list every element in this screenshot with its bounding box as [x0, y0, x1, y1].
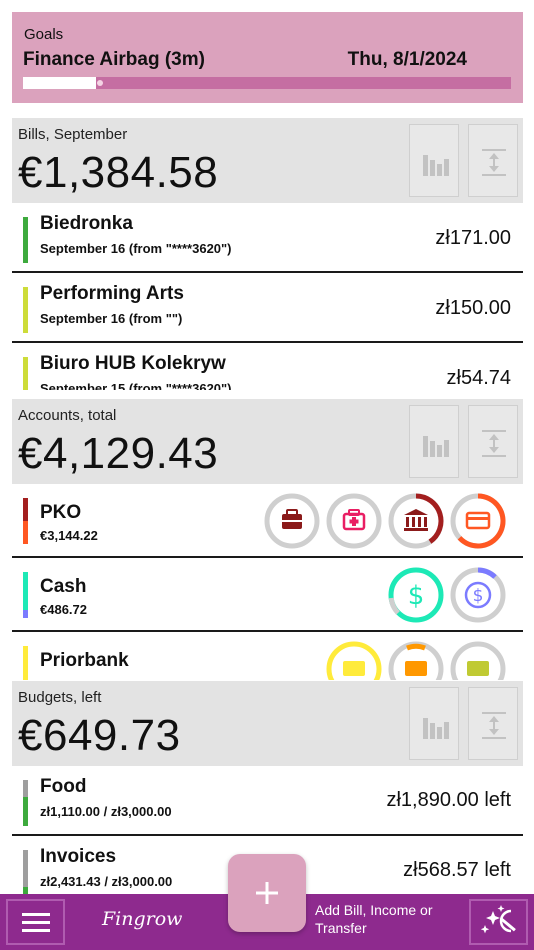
- add-hint-text: Add Bill, Income or Transfer: [315, 902, 433, 936]
- account-color-marker-bottom: [23, 521, 28, 544]
- briefcase-icon: [264, 493, 320, 549]
- credit-card-icon: [450, 493, 506, 549]
- budget-name: Food: [40, 776, 87, 797]
- goal-date: Thu, 8/1/2024: [347, 49, 467, 70]
- bar-chart-icon: [423, 436, 449, 457]
- goal-progress-bar: [23, 77, 511, 89]
- budget-name: Invoices: [40, 846, 117, 867]
- bills-chart-button[interactable]: [409, 124, 459, 197]
- bill-amount: zł171.00: [435, 227, 511, 249]
- account-balance: €486.72: [40, 602, 87, 617]
- priorbank-card-olive[interactable]: [450, 641, 506, 680]
- goal-name: Finance Airbag (3m): [23, 49, 205, 70]
- account-name: PKO: [40, 502, 82, 523]
- expand-collapse-icon: [482, 430, 506, 457]
- budgets-header[interactable]: Budgets, left €649.73: [12, 681, 523, 766]
- account-color-marker-bottom: [23, 610, 28, 618]
- hamburger-menu-icon: [21, 920, 50, 924]
- pko-briefcase-card[interactable]: [264, 493, 320, 549]
- goal-progress-knob: [97, 80, 103, 86]
- dollar-icon: $: [388, 567, 444, 623]
- account-row[interactable]: Priorbank: [12, 632, 523, 680]
- bill-name: Biedronka: [40, 213, 133, 234]
- budget-row[interactable]: Food zł1,110.00 / zł3,000.00 zł1,890.00 …: [12, 766, 523, 836]
- hamburger-menu-icon: [21, 912, 50, 916]
- magic-wand-button[interactable]: [469, 899, 528, 945]
- credit-card-icon: [388, 641, 444, 680]
- goals-label: Goals: [24, 26, 64, 43]
- magic-wand-icon: [480, 905, 516, 934]
- bar-chart-icon: [423, 155, 449, 176]
- pko-credit-card[interactable]: [450, 493, 506, 549]
- expand-collapse-icon: [482, 149, 506, 176]
- account-name: Priorbank: [40, 650, 129, 671]
- bill-amount: zł150.00: [435, 297, 511, 319]
- bill-row[interactable]: Biuro HUB Kolekryw September 15 (from "*…: [12, 343, 523, 390]
- menu-button[interactable]: [6, 899, 65, 945]
- svg-text:$: $: [408, 581, 425, 611]
- expand-collapse-icon: [482, 712, 506, 739]
- priorbank-card-orange[interactable]: [388, 641, 444, 680]
- medical-case-icon: [326, 493, 382, 549]
- bill-row[interactable]: Biedronka September 16 (from "****3620")…: [12, 203, 523, 273]
- budgets-title: Budgets, left: [18, 689, 102, 706]
- bill-date: September 16 (from "****3620"): [40, 241, 232, 256]
- bill-color-marker: [23, 287, 28, 333]
- coin-dollar-icon: $: [450, 567, 506, 623]
- pko-case-card[interactable]: [326, 493, 382, 549]
- accounts-title: Accounts, total: [18, 407, 117, 424]
- budget-progress-fill: [23, 887, 28, 896]
- goal-progress-fill: [23, 77, 96, 89]
- hamburger-menu-icon: [21, 928, 50, 932]
- accounts-amount: €4,129.43: [18, 429, 219, 478]
- plus-icon: [256, 882, 278, 904]
- bill-color-marker: [23, 357, 28, 390]
- bill-date: September 15 (from "****3620"): [40, 381, 232, 390]
- account-row[interactable]: PKO €3,144.22: [12, 484, 523, 558]
- budget-left: zł568.57 left: [403, 859, 511, 881]
- bills-expand-button[interactable]: [468, 124, 518, 197]
- accounts-expand-button[interactable]: [468, 405, 518, 478]
- bills-amount: €1,384.58: [18, 148, 219, 197]
- pko-bank-card[interactable]: [388, 493, 444, 549]
- cash-coin-card[interactable]: $: [450, 567, 506, 623]
- budget-progress-fill: [23, 797, 28, 826]
- bill-amount: zł54.74: [446, 367, 512, 389]
- budgets-amount: €649.73: [18, 711, 181, 760]
- bills-header[interactable]: Bills, September €1,384.58: [12, 118, 523, 203]
- account-color-marker: [23, 646, 28, 680]
- goal-card[interactable]: Goals Finance Airbag (3m) Thu, 8/1/2024: [12, 12, 523, 103]
- budgets-expand-button[interactable]: [468, 687, 518, 760]
- account-balance: €3,144.22: [40, 528, 98, 543]
- bill-row[interactable]: Performing Arts September 16 (from "") z…: [12, 273, 523, 343]
- account-row[interactable]: Cash €486.72 $ $: [12, 558, 523, 632]
- bill-name: Biuro HUB Kolekryw: [40, 353, 226, 374]
- bar-chart-icon: [423, 718, 449, 739]
- account-color-marker-top: [23, 498, 28, 521]
- budget-spent: zł2,431.43 / zł3,000.00: [40, 874, 173, 889]
- credit-card-icon: [450, 641, 506, 680]
- budgets-chart-button[interactable]: [409, 687, 459, 760]
- bills-title: Bills, September: [18, 126, 128, 143]
- svg-text:$: $: [473, 586, 484, 606]
- budget-left: zł1,890.00 left: [386, 789, 511, 811]
- app-logo: Fingrow: [102, 908, 183, 930]
- budget-progress-track: [23, 850, 28, 896]
- credit-card-icon: [326, 641, 382, 680]
- budget-spent: zł1,110.00 / zł3,000.00: [40, 804, 172, 819]
- priorbank-card-yellow[interactable]: [326, 641, 382, 680]
- bill-name: Performing Arts: [40, 283, 184, 304]
- account-color-marker-top: [23, 572, 28, 610]
- bill-date: September 16 (from ""): [40, 311, 183, 326]
- accounts-chart-button[interactable]: [409, 405, 459, 478]
- accounts-header[interactable]: Accounts, total €4,129.43: [12, 399, 523, 484]
- bill-color-marker: [23, 217, 28, 263]
- bank-icon: [388, 493, 444, 549]
- add-transaction-button[interactable]: [228, 854, 306, 932]
- cash-dollar-card[interactable]: $: [388, 567, 444, 623]
- account-name: Cash: [40, 576, 87, 597]
